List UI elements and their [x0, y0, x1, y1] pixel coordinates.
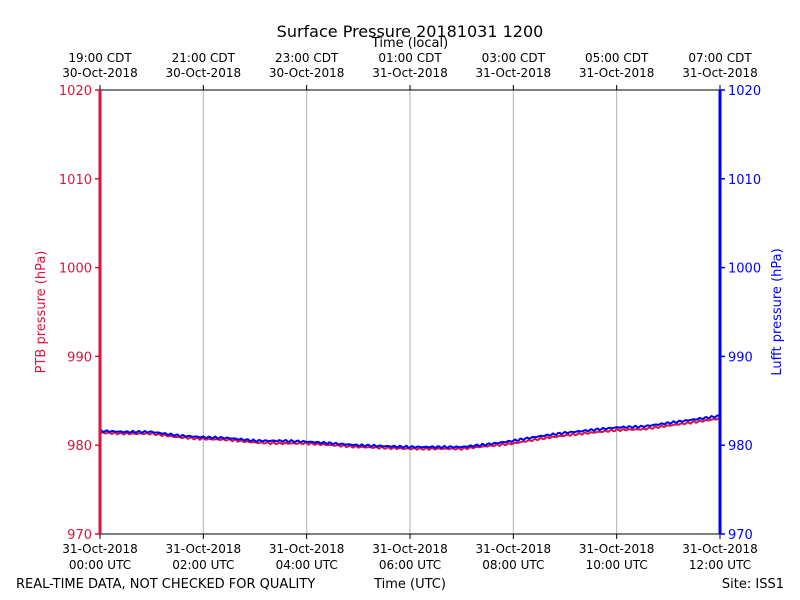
y-tick-label-left: 990 — [67, 350, 92, 365]
left-axis-ticks: 970 980 990 1000 1010 1020 — [59, 84, 100, 543]
right-axis-label: Lufft pressure (hPa) — [770, 248, 785, 375]
x-tick-date-local: 31-Oct-2018 — [682, 66, 758, 80]
x-tick-date-utc: 31-Oct-2018 — [372, 542, 448, 556]
x-tick-time-utc: 04:00 UTC — [276, 558, 338, 572]
y-tick-label-right: 1000 — [728, 262, 761, 277]
x-tick-time-utc: 06:00 UTC — [379, 558, 441, 572]
bottom-axis-ticks: 31-Oct-2018 00:00 UTC 31-Oct-2018 02:00 UTC… — [62, 534, 758, 572]
y-tick-label-left: 1010 — [59, 173, 92, 188]
y-tick-label-right: 980 — [728, 439, 753, 454]
y-tick-label-right: 1010 — [728, 173, 761, 188]
right-axis-ticks: 970 980 990 1000 1010 1020 — [720, 84, 761, 543]
left-axis-label: PTB pressure (hPa) — [34, 251, 49, 374]
x-tick-time-local: 07:00 CDT — [688, 51, 752, 65]
y-tick-label-right: 1020 — [728, 84, 761, 99]
pressure-chart: Surface Pressure 20181031 1200 Time (loc… — [0, 0, 800, 600]
x-tick-time-utc: 12:00 UTC — [689, 558, 751, 572]
x-tick-date-local: 30-Oct-2018 — [166, 66, 242, 80]
x-tick-date-local: 30-Oct-2018 — [269, 66, 345, 80]
x-tick-time-utc: 10:00 UTC — [586, 558, 648, 572]
quality-note: REAL-TIME DATA, NOT CHECKED FOR QUALITY — [16, 577, 315, 592]
x-tick-time-local: 05:00 CDT — [585, 51, 649, 65]
y-tick-label-left: 980 — [67, 439, 92, 454]
x-tick-time-utc: 00:00 UTC — [69, 558, 131, 572]
x-tick-time-utc: 02:00 UTC — [172, 558, 234, 572]
y-tick-label-left: 970 — [67, 528, 92, 543]
top-axis-label: Time (local) — [371, 36, 448, 51]
x-tick-time-local: 19:00 CDT — [68, 51, 132, 65]
x-tick-date-local: 31-Oct-2018 — [579, 66, 655, 80]
x-tick-date-utc: 31-Oct-2018 — [579, 542, 655, 556]
x-tick-date-utc: 31-Oct-2018 — [166, 542, 242, 556]
y-tick-label-left: 1020 — [59, 84, 92, 99]
site-label: Site: ISS1 — [722, 577, 784, 592]
x-tick-time-local: 21:00 CDT — [172, 51, 236, 65]
x-tick-date-utc: 31-Oct-2018 — [269, 542, 345, 556]
x-tick-time-local: 03:00 CDT — [482, 51, 546, 65]
x-tick-date-utc: 31-Oct-2018 — [62, 542, 138, 556]
x-tick-date-utc: 31-Oct-2018 — [476, 542, 552, 556]
x-tick-time-local: 01:00 CDT — [378, 51, 442, 65]
x-tick-date-utc: 31-Oct-2018 — [682, 542, 758, 556]
x-tick-time-utc: 08:00 UTC — [482, 558, 544, 572]
x-tick-time-local: 23:00 CDT — [275, 51, 339, 65]
x-tick-date-local: 30-Oct-2018 — [62, 66, 138, 80]
bottom-axis-label: Time (UTC) — [373, 577, 446, 592]
y-tick-label-right: 970 — [728, 528, 753, 543]
x-tick-date-local: 31-Oct-2018 — [476, 66, 552, 80]
x-tick-date-local: 31-Oct-2018 — [372, 66, 448, 80]
y-tick-label-right: 990 — [728, 350, 753, 365]
y-tick-label-left: 1000 — [59, 262, 92, 277]
grid-lines — [203, 90, 616, 534]
